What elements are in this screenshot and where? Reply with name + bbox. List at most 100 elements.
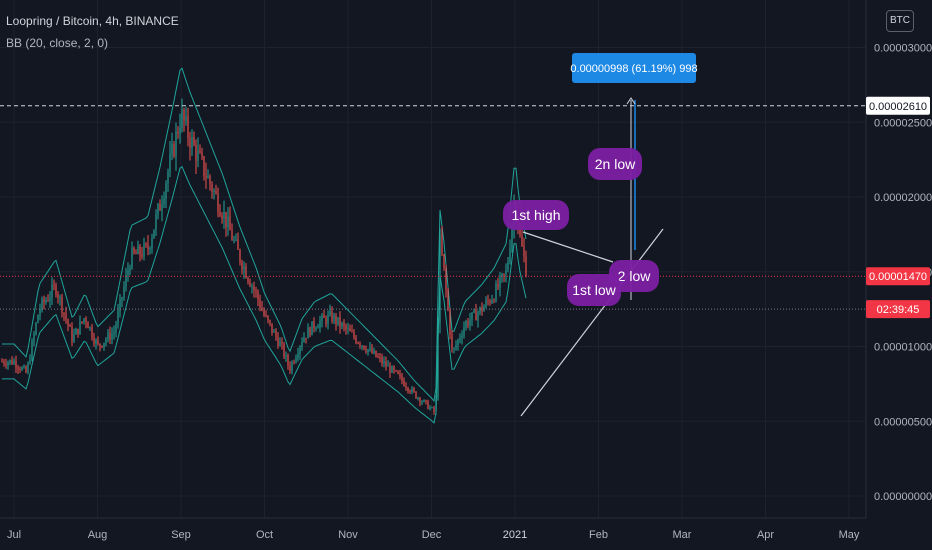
x-tick-label: Jul xyxy=(7,529,21,541)
candle-body xyxy=(43,299,45,303)
candle-body xyxy=(21,367,23,370)
price-axis[interactable]: 0.000030000.000025000.000020000.00001500… xyxy=(865,0,932,518)
currency-button[interactable]: BTC xyxy=(886,10,914,32)
trend-drawings[interactable]: 0.00000998 (61.19%) 998 1st high 2n low 2 l… xyxy=(503,53,698,417)
candle-body xyxy=(121,297,123,300)
candle-body xyxy=(461,335,463,339)
candle-body xyxy=(453,348,455,350)
candle-body xyxy=(125,274,127,287)
candle-body xyxy=(521,235,523,247)
candle-body xyxy=(25,366,27,373)
candle-body xyxy=(71,326,73,342)
x-tick-label: Oct xyxy=(256,529,273,541)
candle-body xyxy=(85,318,87,323)
x-tick-label: Sep xyxy=(171,529,191,541)
candle-body xyxy=(39,309,41,316)
candle-body xyxy=(475,309,477,321)
candle-body xyxy=(57,294,59,298)
candle-body xyxy=(233,239,235,241)
candles xyxy=(1,98,527,415)
candle-body xyxy=(149,248,151,250)
candle-body xyxy=(377,356,379,358)
candle-body xyxy=(367,349,369,352)
candle-body xyxy=(379,357,381,359)
candle-body xyxy=(155,214,157,230)
candle-body xyxy=(219,211,221,216)
candle-body xyxy=(137,245,139,255)
candle-body xyxy=(469,319,471,326)
candle-body xyxy=(59,296,61,298)
candle-body xyxy=(339,317,341,327)
annotation-bubble xyxy=(503,200,569,230)
annotation-1st-low[interactable]: 1st low xyxy=(567,274,621,306)
candle-body xyxy=(445,267,447,291)
candle-body xyxy=(343,323,345,326)
candle-body xyxy=(457,339,459,346)
candle-body xyxy=(297,353,299,358)
last-price-tag: 0.00001470 xyxy=(866,267,930,286)
candle-body xyxy=(133,248,135,253)
candle-body xyxy=(87,322,89,329)
measure-label-box xyxy=(572,53,696,83)
candle-body xyxy=(375,350,377,357)
bb-lower-band xyxy=(2,165,527,424)
candle-body xyxy=(357,342,359,344)
candle-body xyxy=(337,317,339,324)
candle-body xyxy=(29,359,31,364)
candle-body xyxy=(473,309,475,313)
candle-body xyxy=(381,357,383,364)
candle-body xyxy=(315,328,317,330)
candle-body xyxy=(239,249,241,263)
candle-body xyxy=(437,323,439,399)
candle-body xyxy=(305,337,307,339)
time-axis[interactable]: Jul Aug Sep Oct Nov Dec 2021 Feb Mar Apr May xyxy=(0,517,866,541)
annotation-2n-low[interactable]: 2n low xyxy=(588,148,642,180)
candle-body xyxy=(51,285,53,298)
candle-body xyxy=(507,262,509,271)
candle-body xyxy=(79,321,81,334)
candle-body xyxy=(129,268,131,271)
candle-body xyxy=(415,391,417,399)
candle-body xyxy=(91,327,93,338)
candle-body xyxy=(107,332,109,340)
price-tag-box xyxy=(866,300,930,319)
candle-body xyxy=(69,325,71,327)
candle-body xyxy=(95,340,97,344)
candle-body xyxy=(249,281,251,287)
candle-body xyxy=(169,154,171,172)
candle-body xyxy=(127,270,129,275)
indicator-legend[interactable]: BB (20, close, 2, 0) xyxy=(6,36,109,50)
y-tick-label: 0.00001000 xyxy=(874,342,932,354)
candle-body xyxy=(81,321,83,323)
candle-body xyxy=(405,385,407,388)
candle-body xyxy=(247,277,249,282)
candle-body xyxy=(285,355,287,357)
candle-body xyxy=(231,230,233,241)
candle-body xyxy=(409,390,411,393)
candle-body xyxy=(327,314,329,324)
candle-body xyxy=(351,331,353,333)
candle-body xyxy=(439,235,441,324)
candle-body xyxy=(269,320,271,324)
annotation-1st-high[interactable]: 1st high xyxy=(503,200,569,230)
candle-body xyxy=(61,296,63,313)
candle-body xyxy=(255,289,257,292)
candle-body xyxy=(165,183,167,199)
annotation-2-low[interactable]: 2 low xyxy=(609,260,659,292)
candle-body xyxy=(471,312,473,320)
candle-body xyxy=(235,239,237,241)
candle-body xyxy=(123,286,125,298)
candle-body xyxy=(177,131,179,134)
candle-body xyxy=(369,347,371,350)
price-tag-text: 02:39:45 xyxy=(877,304,920,316)
x-tick-label: 2021 xyxy=(503,529,527,541)
annotation-text: 2n low xyxy=(595,156,636,172)
annotation-bubble xyxy=(609,260,659,292)
candle-body xyxy=(89,327,91,329)
annotation-text: 2 low xyxy=(618,268,652,284)
candle-body xyxy=(217,193,219,212)
candle-body xyxy=(319,320,321,328)
candle-body xyxy=(201,152,203,157)
candle-body xyxy=(135,252,137,255)
